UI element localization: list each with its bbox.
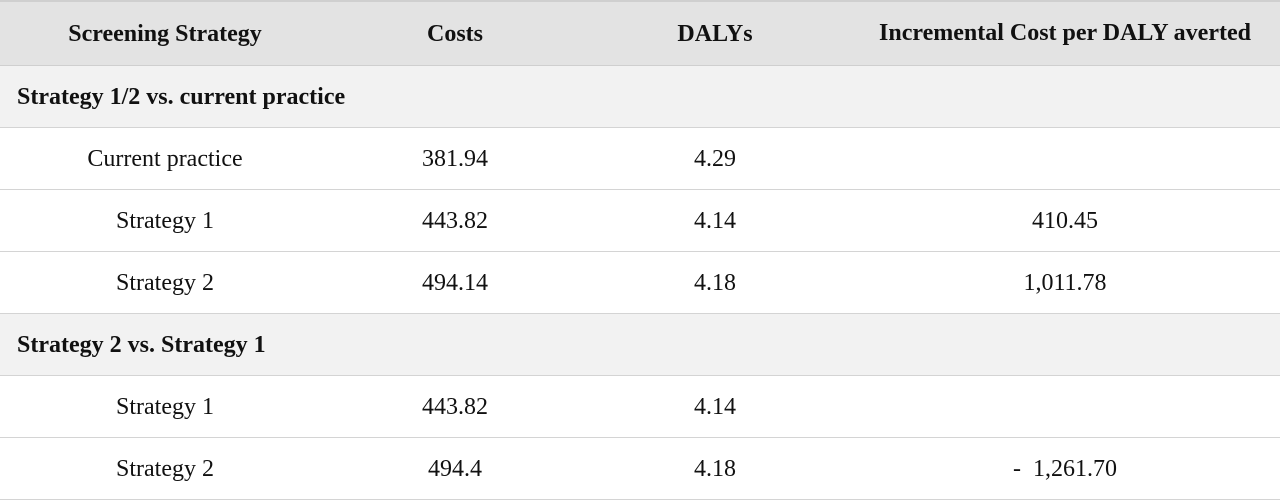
dalys-cell: 4.18 xyxy=(694,269,736,296)
header-costs: Costs xyxy=(426,20,483,47)
header-screening-strategy: Screening Strategy xyxy=(68,20,262,47)
header-incremental-cost: Incremental Cost per DALY averted xyxy=(879,19,1251,46)
table-row: Strategy 2 494.4 4.18 - 1,261.70 xyxy=(0,438,1280,500)
group-label: Strategy 2 vs. Strategy 1 xyxy=(17,331,266,358)
table-row: Strategy 2 494.14 4.18 1,011.78 xyxy=(0,252,1280,314)
group-row-strategy2-vs-strategy1: Strategy 2 vs. Strategy 1 xyxy=(0,314,1280,376)
group-row-strategy-vs-current: Strategy 1/2 vs. current practice xyxy=(0,66,1280,128)
strategy-cell: Strategy 1 xyxy=(116,207,214,234)
header-dalys: DALYs xyxy=(677,20,753,47)
strategy-cell: Strategy 2 xyxy=(116,269,214,296)
table-row: Strategy 1 443.82 4.14 410.45 xyxy=(0,190,1280,252)
icer-cell: 1,011.78 xyxy=(1023,269,1107,296)
dalys-cell: 4.14 xyxy=(694,393,736,420)
strategy-cell: Strategy 2 xyxy=(116,455,214,482)
dalys-cell: 4.18 xyxy=(694,455,736,482)
table-row: Current practice 381.94 4.29 xyxy=(0,128,1280,190)
dalys-cell: 4.14 xyxy=(694,207,736,234)
costs-cell: 443.82 xyxy=(422,393,488,420)
icer-cell: 410.45 xyxy=(1032,207,1098,234)
costs-cell: 381.94 xyxy=(422,145,488,172)
group-label: Strategy 1/2 vs. current practice xyxy=(17,83,346,110)
costs-cell: 494.4 xyxy=(428,455,482,482)
strategy-cell: Strategy 1 xyxy=(116,393,214,420)
table-row: Strategy 1 443.82 4.14 xyxy=(0,376,1280,438)
table-header-row: Screening Strategy Costs DALYs Increment… xyxy=(0,0,1280,66)
icer-cell: - 1,261.70 xyxy=(1013,455,1117,482)
strategy-cell: Current practice xyxy=(87,145,243,172)
costs-cell: 494.14 xyxy=(422,269,488,296)
costs-cell: 443.82 xyxy=(422,207,488,234)
dalys-cell: 4.29 xyxy=(694,145,736,172)
